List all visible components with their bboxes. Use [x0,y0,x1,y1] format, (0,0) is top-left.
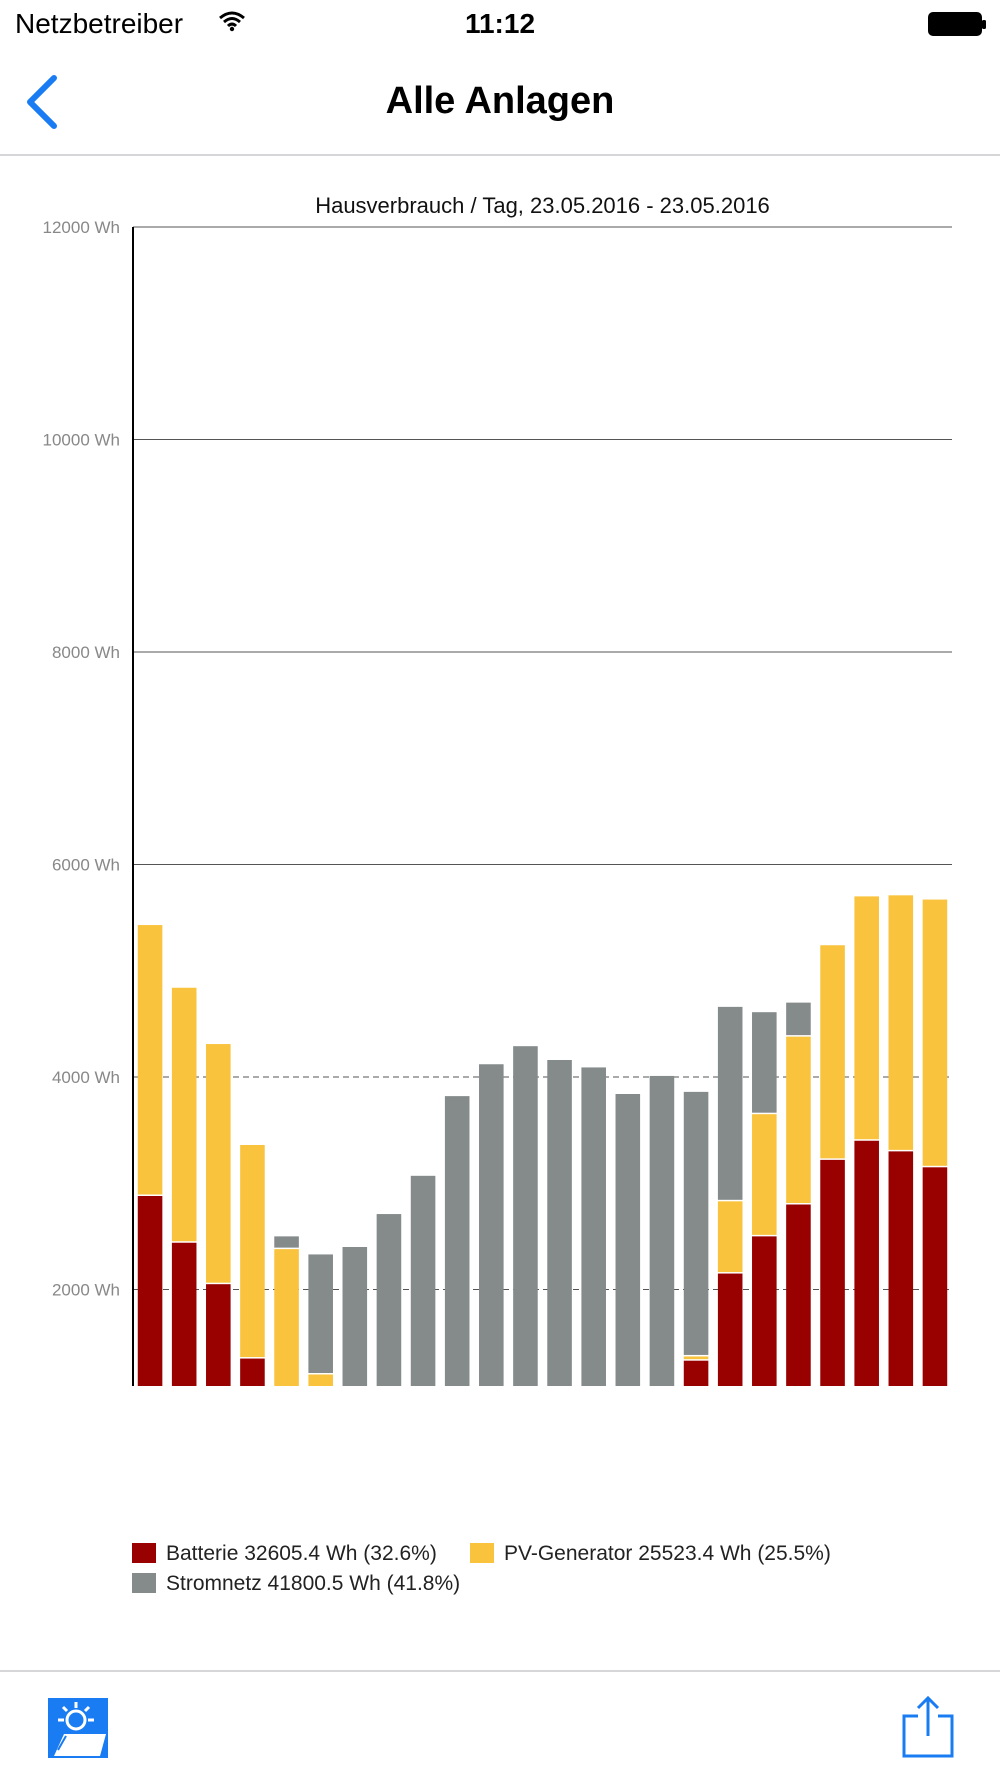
bar-pv-generator [274,1249,299,1386]
share-button[interactable] [900,1694,956,1760]
bar-stromnetz [649,1075,675,1386]
bar-stromnetz [615,1094,641,1386]
bar-pv-generator [820,945,845,1159]
bar-pv-generator [137,925,163,1195]
page-title: Alle Anlagen [385,80,615,122]
bar-stromnetz [274,1236,299,1248]
bar-stromnetz [717,1006,743,1200]
legend-item-stromnetz: Stromnetz 41800.5 Wh (41.8%) [132,1572,460,1596]
bar-pv-generator [752,1114,777,1235]
y-tick-label: 10000 Wh [43,431,121,450]
legend-label-stromnetz: Stromnetz 41800.5 Wh (41.8%) [166,1572,461,1595]
consumption-chart: Hausverbrauch / Tag, 23.05.2016 - 23.05.… [43,193,952,1386]
bar-batterie [888,1151,914,1386]
bar-batterie [752,1236,777,1386]
carrier-label: Netzbetreiber [15,8,184,39]
bottom-toolbar [0,1670,1000,1780]
bar-stromnetz [342,1247,368,1386]
bar-stromnetz [513,1046,538,1386]
bar-batterie [854,1140,879,1386]
battery-icon [928,12,988,43]
bar-pv-generator [171,987,197,1242]
bar-stromnetz [308,1254,333,1373]
bar-stromnetz [410,1175,436,1386]
chart-title: Hausverbrauch / Tag, 23.05.2016 - 23.05.… [315,193,770,218]
status-bar: Netzbetreiber 11:12 [0,0,1000,50]
legend-label-batterie: Batterie 32605.4 Wh (32.6%) [166,1542,437,1565]
navigation-bar: Alle Anlagen [0,50,1000,156]
bar-batterie [820,1159,845,1386]
y-tick-label: 2000 Wh [52,1281,120,1300]
bar-pv-generator [206,1044,231,1283]
legend-swatch-stromnetz [132,1573,156,1593]
bar-stromnetz [479,1064,504,1386]
bar-batterie [171,1242,197,1386]
sun-panel-button[interactable] [48,1698,108,1758]
bar-stromnetz [786,1002,811,1036]
legend-item-pv-generator: PV-Generator 25523.4 Wh (25.5%) [470,1542,831,1566]
bar-batterie [717,1273,743,1386]
bar-stromnetz [752,1012,777,1113]
sun-panel-icon [48,1698,108,1758]
wifi-icon [218,10,246,37]
bar-stromnetz [547,1060,572,1386]
y-tick-label: 4000 Wh [52,1068,120,1087]
share-icon [902,1695,954,1758]
y-tick-label: 8000 Wh [52,643,120,662]
y-tick-label: 12000 Wh [43,218,121,237]
legend-swatch-batterie [132,1543,156,1563]
back-button[interactable] [22,72,72,132]
bar-pv-generator [786,1036,811,1203]
bar-batterie [683,1360,709,1386]
bar-batterie [206,1284,231,1386]
bar-pv-generator [683,1356,709,1360]
chart-area: Hausverbrauch / Tag, 23.05.2016 - 23.05.… [0,156,1000,1666]
bar-pv-generator [888,895,914,1150]
chevron-left-icon [27,75,57,129]
legend-label-pv-generator: PV-Generator 25523.4 Wh (25.5%) [504,1542,831,1565]
clock: 11:12 [464,8,536,39]
bar-pv-generator [854,896,879,1140]
legend-item-batterie: Batterie 32605.4 Wh (32.6%) [132,1542,437,1566]
y-tick-label: 6000 Wh [52,856,120,875]
bar-batterie [922,1167,948,1386]
bar-pv-generator [308,1374,333,1386]
bar-stromnetz [444,1096,470,1386]
bar-batterie [786,1204,811,1386]
bar-batterie [137,1196,163,1386]
bar-pv-generator [717,1201,743,1273]
bar-stromnetz [683,1091,709,1355]
bar-pv-generator [922,899,948,1166]
bar-batterie [240,1358,265,1386]
bar-stromnetz [376,1214,402,1386]
bar-pv-generator [240,1145,265,1358]
bar-stromnetz [581,1067,606,1386]
legend-swatch-pv-generator [470,1543,494,1563]
